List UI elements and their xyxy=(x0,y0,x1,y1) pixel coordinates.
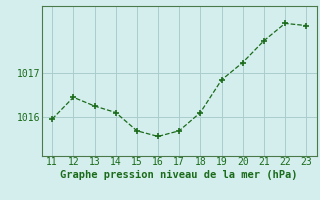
X-axis label: Graphe pression niveau de la mer (hPa): Graphe pression niveau de la mer (hPa) xyxy=(60,170,298,180)
